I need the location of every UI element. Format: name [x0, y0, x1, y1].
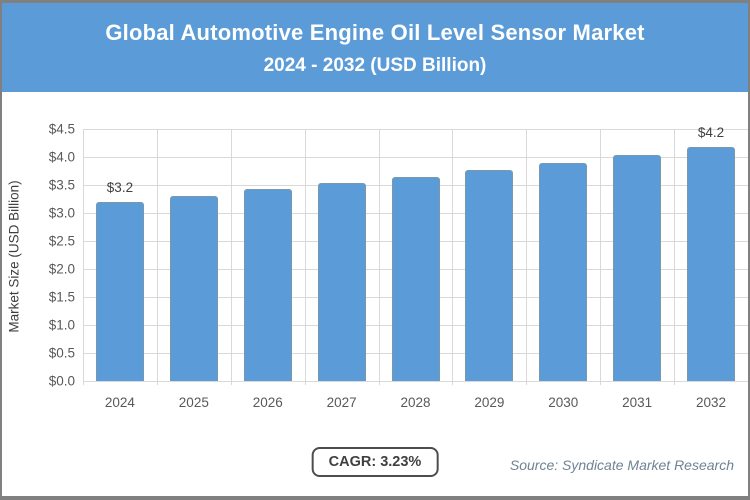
bar	[613, 155, 662, 381]
gridline-vertical	[452, 129, 454, 381]
x-tick-label: 2024	[104, 395, 135, 410]
gridline-vertical	[304, 129, 306, 381]
x-axis-tick	[674, 381, 676, 385]
chart-subtitle: 2024 - 2032 (USD Billion)	[263, 55, 487, 76]
y-tick-label: $2.5	[48, 233, 75, 249]
y-tick-label: $0.0	[48, 373, 75, 389]
x-axis-tick	[378, 381, 380, 385]
x-tick-label: 2030	[548, 395, 579, 410]
bar	[391, 176, 440, 381]
x-tick-label: 2028	[400, 395, 431, 410]
x-tick-label: 2026	[252, 395, 283, 410]
gridline-horizontal	[83, 381, 748, 382]
gridline-vertical	[230, 129, 232, 381]
gridline-horizontal	[83, 129, 748, 130]
gridline-vertical	[600, 129, 602, 381]
chart-header: Global Automotive Engine Oil Level Senso…	[2, 3, 748, 92]
x-tick-label: 2032	[696, 395, 727, 410]
x-axis-tick	[83, 381, 84, 385]
y-tick-label: $4.5	[48, 121, 75, 137]
bar	[465, 169, 514, 381]
bar	[169, 195, 218, 381]
bar	[539, 162, 588, 381]
gridline-vertical	[748, 129, 749, 381]
bar	[317, 183, 366, 381]
x-tick-label: 2031	[622, 395, 653, 410]
x-axis-tick	[304, 381, 306, 385]
bar	[687, 147, 736, 381]
y-axis-title: Market Size (USD Billion)	[6, 180, 22, 333]
x-axis-tick	[526, 381, 528, 385]
gridline-vertical	[526, 129, 528, 381]
y-tick-label: $3.0	[48, 205, 75, 221]
y-tick-label: $3.5	[48, 177, 75, 193]
cagr-badge: CAGR: 3.23%	[311, 447, 439, 477]
bar-value-label: $4.2	[697, 125, 725, 141]
bar-value-label: $3.2	[106, 179, 134, 195]
bar-chart: Market Size (USD Billion) $0.0 $0.5 $1.0 $1…	[2, 92, 748, 452]
bar	[243, 189, 292, 381]
gridline-vertical	[378, 129, 380, 381]
y-tick-label: $0.5	[48, 345, 75, 361]
gridline-vertical	[156, 129, 158, 381]
x-axis-tick	[452, 381, 454, 385]
x-axis-tick	[600, 381, 602, 385]
x-axis-tick	[230, 381, 232, 385]
gridline-vertical	[83, 129, 84, 381]
chart-footer: CAGR: 3.23% Source: Syndicate Market Res…	[2, 445, 748, 496]
x-tick-label: 2027	[326, 395, 357, 410]
gridline-vertical	[674, 129, 676, 381]
y-tick-label: $1.0	[48, 317, 75, 333]
y-tick-label: $4.0	[48, 149, 75, 165]
y-tick-label: $2.0	[48, 261, 75, 277]
x-tick-label: 2025	[178, 395, 209, 410]
bar	[95, 201, 144, 381]
gridline-horizontal	[83, 157, 748, 158]
x-axis-tick	[748, 381, 749, 385]
x-axis-tick	[156, 381, 158, 385]
chart-title: Global Automotive Engine Oil Level Senso…	[105, 20, 645, 45]
x-tick-label: 2029	[474, 395, 505, 410]
y-tick-label: $1.5	[48, 289, 75, 305]
source-note: Source: Syndicate Market Research	[509, 457, 734, 473]
